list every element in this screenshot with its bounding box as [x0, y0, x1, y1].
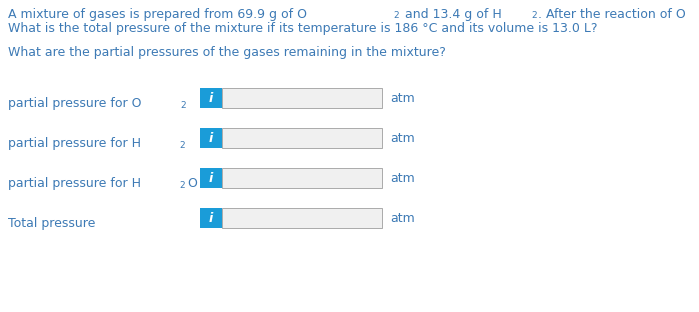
Text: partial pressure for O: partial pressure for O	[8, 97, 141, 110]
Text: and 13.4 g of H: and 13.4 g of H	[401, 8, 502, 21]
Text: atm: atm	[390, 172, 415, 184]
Text: 2: 2	[394, 12, 399, 21]
Text: partial pressure for H: partial pressure for H	[8, 137, 141, 150]
Text: atm: atm	[390, 91, 415, 105]
Text: 2: 2	[180, 140, 185, 149]
Text: . After the reaction of O: . After the reaction of O	[538, 8, 686, 21]
Text: Total pressure: Total pressure	[8, 217, 95, 230]
Text: i: i	[209, 131, 213, 144]
FancyBboxPatch shape	[222, 128, 382, 148]
Text: i: i	[209, 172, 213, 184]
Text: 2: 2	[180, 100, 186, 110]
FancyBboxPatch shape	[200, 168, 222, 188]
Text: A mixture of gases is prepared from 69.9 g of O: A mixture of gases is prepared from 69.9…	[8, 8, 307, 21]
Text: atm: atm	[390, 131, 415, 144]
Text: What is the total pressure of the mixture if its temperature is 186 °C and its v: What is the total pressure of the mixtur…	[8, 22, 598, 35]
FancyBboxPatch shape	[222, 88, 382, 108]
FancyBboxPatch shape	[200, 88, 222, 108]
Text: partial pressure for H: partial pressure for H	[8, 177, 141, 190]
Text: 2: 2	[180, 181, 185, 189]
Text: 2: 2	[531, 12, 537, 21]
Text: i: i	[209, 91, 213, 105]
FancyBboxPatch shape	[222, 168, 382, 188]
FancyBboxPatch shape	[200, 128, 222, 148]
Text: O: O	[187, 177, 196, 190]
Text: i: i	[209, 212, 213, 225]
Text: atm: atm	[390, 212, 415, 225]
FancyBboxPatch shape	[222, 208, 382, 228]
Text: What are the partial pressures of the gases remaining in the mixture?: What are the partial pressures of the ga…	[8, 46, 446, 59]
FancyBboxPatch shape	[200, 208, 222, 228]
